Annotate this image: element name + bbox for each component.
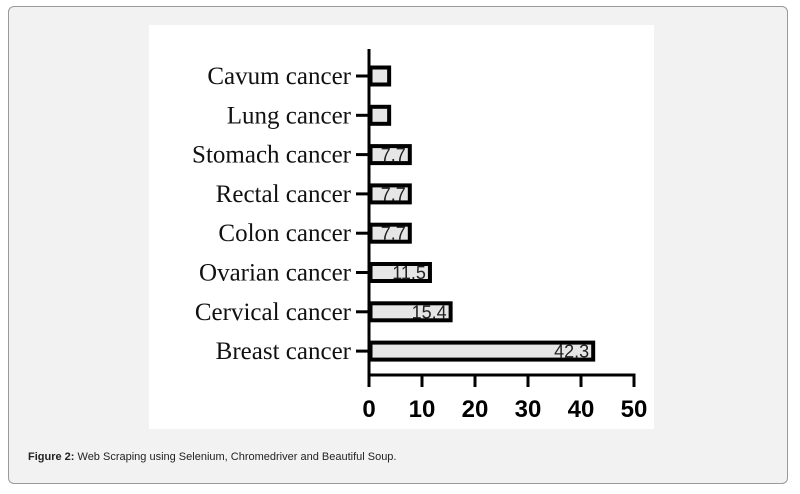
x-tick-label: 30 [515, 396, 542, 423]
category-label: Cavum cancer [207, 63, 351, 90]
figure-caption: Figure 2: Web Scraping using Selenium, C… [28, 451, 396, 463]
x-tick-label: 10 [409, 396, 436, 423]
x-tick-label: 50 [621, 396, 648, 423]
data-label: 15.4 [412, 302, 447, 322]
bar [368, 144, 412, 166]
category-label: Cervical cancer [195, 299, 352, 326]
bar [368, 301, 453, 323]
bar [368, 262, 432, 283]
caption-text: Web Scraping using Selenium, Chromedrive… [74, 451, 397, 463]
category-label: Breast cancer [216, 338, 352, 365]
category-label: Lung cancer [227, 102, 352, 129]
category-label: Colon cancer [218, 220, 351, 247]
data-label: 7.7 [381, 224, 406, 244]
bar [368, 183, 412, 205]
caption-lead: Figure 2: [28, 451, 75, 463]
bar [368, 222, 412, 244]
chart-panel: Cavum cancer Lung cancer Stomach cancer 7.7… [149, 25, 654, 429]
data-label: 11.5 [392, 263, 426, 283]
x-tick-label: 40 [568, 396, 595, 423]
data-label: 7.7 [381, 184, 406, 204]
data-label: 42.3 [554, 342, 589, 362]
bar [368, 104, 392, 126]
category-label: Rectal cancer [216, 181, 352, 208]
category-label: Stomach cancer [192, 142, 352, 169]
x-tick-label: 0 [362, 396, 375, 423]
data-label: 7.7 [381, 145, 406, 165]
x-tick-label: 20 [462, 396, 489, 423]
bar [368, 65, 392, 87]
bar-chart: Cavum cancer Lung cancer Stomach cancer 7.7… [192, 49, 648, 423]
category-label: Ovarian cancer [199, 260, 352, 287]
figure-frame: Cavum cancer Lung cancer Stomach cancer 7.7… [8, 6, 788, 484]
bar [368, 340, 596, 362]
